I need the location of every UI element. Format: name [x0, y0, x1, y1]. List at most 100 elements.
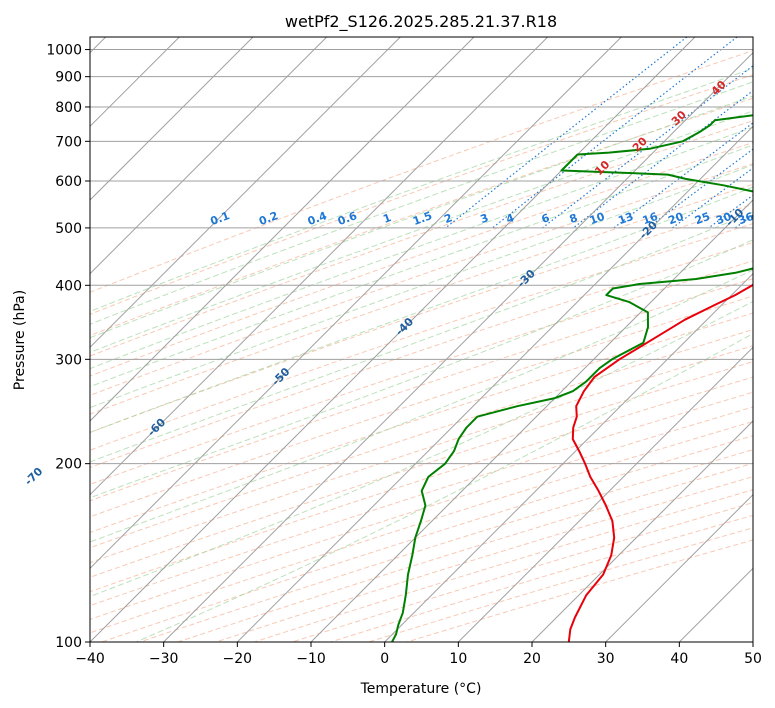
isotherm-line: [90, 37, 549, 496]
dry-adiabat: [90, 376, 753, 593]
dry-adiabat: [90, 391, 753, 607]
mixing-ratio-label: 1.5: [411, 209, 434, 228]
isotherm-line: [163, 51, 753, 642]
x-tick-label: −40: [75, 651, 105, 667]
y-tick-label: 1000: [46, 43, 82, 59]
moist-adiabat: [90, 300, 753, 597]
dry-adiabat: [215, 476, 753, 642]
x-tick-label: −10: [296, 651, 326, 667]
y-tick-label: 300: [55, 352, 82, 368]
y-tick-label: 900: [55, 70, 82, 86]
x-axis: −40 −30 −20 −10 0 10 20 30 40 50: [75, 642, 762, 667]
mixing-ratio-line: [613, 122, 753, 229]
isotherm-line: [90, 37, 622, 570]
dry-adiabat: [90, 260, 753, 485]
isotherm-line: [605, 493, 753, 642]
y-tick-label: 200: [55, 457, 82, 473]
temperature-profile: [567, 283, 753, 642]
moist-adiabat: [90, 110, 753, 353]
isotherm-line: [90, 37, 475, 422]
isotherm-label: -70: [22, 465, 45, 488]
chart-title: wetPf2_S126.2025.285.21.37.R18: [285, 12, 557, 32]
x-tick-label: 40: [670, 651, 688, 667]
mixing-ratio-label: 20: [667, 210, 686, 228]
dry-adiabat: [101, 435, 753, 642]
x-tick-label: 10: [449, 651, 467, 667]
mixing-ratio-label: 30: [714, 210, 733, 228]
dry-adiabat: [90, 74, 753, 315]
moist-adiabat: [90, 95, 753, 339]
x-tick-label: 0: [380, 651, 389, 667]
dry-adiabat: [90, 223, 753, 451]
mixing-ratio-label: 6: [540, 211, 552, 226]
dry-adiabat: [90, 50, 753, 293]
mixing-ratio-label: 3: [479, 211, 491, 226]
dry-adiabat: [90, 295, 753, 518]
x-tick-label: 20: [523, 651, 541, 667]
y-tick-label: 600: [55, 174, 82, 190]
dry-adiabat: [90, 120, 753, 357]
theta-label: 20: [630, 134, 650, 154]
mixing-ratio-label: 16: [641, 210, 660, 228]
isotherm-line: [678, 567, 753, 642]
isotherm-line: [90, 37, 401, 349]
mixing-ratio-label: 1: [381, 211, 393, 226]
mixing-ratio-label: 4: [504, 211, 516, 226]
dry-adiabat: [330, 514, 753, 642]
background-lines: [90, 37, 753, 642]
isotherm-line: [236, 125, 753, 642]
moist-adiabat: [90, 211, 753, 463]
dry-adiabat: [90, 203, 753, 433]
x-axis-label: Temperature (°C): [360, 681, 482, 697]
dry-adiabat: [90, 345, 753, 564]
mixing-ratio-label: 13: [616, 210, 635, 227]
mixing-ratio-label: 0.4: [306, 209, 329, 228]
moist-adiabat: [90, 269, 753, 543]
dry-adiabat: [90, 163, 753, 396]
dry-adiabat: [177, 462, 753, 642]
y-tick-label: 100: [55, 635, 82, 651]
y-axis: 100 200 300 400 500 600 700 800 900 1000: [46, 43, 90, 651]
isotherm-line: [90, 37, 254, 201]
isotherm-label: -30: [515, 267, 538, 290]
mixing-ratio-line: [734, 214, 753, 229]
x-tick-label: −30: [149, 651, 179, 667]
isotherm-line: [310, 199, 753, 642]
theta-label: 10: [592, 158, 612, 178]
dry-adiabat: [292, 502, 753, 642]
isotherm-line: [531, 420, 753, 642]
moist-adiabat: [90, 164, 753, 409]
theta-label: 40: [709, 78, 729, 98]
mixing-ratio-label: 0.6: [336, 209, 359, 228]
y-tick-label: 700: [55, 134, 82, 150]
isotherm-line: [90, 37, 696, 642]
dry-adiabat: [90, 241, 753, 469]
dry-adiabat: [90, 312, 753, 534]
mixing-ratio-line: [542, 65, 753, 229]
mixing-ratio-line: [672, 167, 753, 229]
mixing-ratio-label: 36: [736, 210, 755, 228]
plot-frame: [89, 36, 754, 643]
moist-adiabat: [90, 144, 753, 388]
moist-adiabat: [90, 67, 753, 312]
x-tick-label: 50: [744, 651, 762, 667]
moist-adiabat: [135, 333, 753, 642]
y-tick-label: 400: [55, 278, 82, 294]
moist-adiabat: [90, 239, 753, 499]
mixing-ratio-label: 0.1: [209, 209, 232, 228]
isotherm-line: [90, 37, 328, 275]
dry-adiabat: [90, 183, 753, 415]
y-tick-label: 800: [55, 100, 82, 116]
x-tick-label: −20: [223, 651, 253, 667]
mixing-ratio-label: 2: [442, 211, 454, 226]
mixing-ratio-label: 8: [568, 211, 580, 226]
dry-adiabat: [90, 97, 753, 337]
moist-adiabat: [90, 126, 753, 370]
y-axis-label: Pressure (hPa): [12, 290, 28, 390]
mixing-ratio-line: [572, 89, 753, 229]
dry-adiabat: [90, 278, 753, 502]
isotherm-line: [752, 641, 753, 642]
isotherm-line: [457, 346, 753, 642]
dry-adiabat: [90, 142, 753, 377]
